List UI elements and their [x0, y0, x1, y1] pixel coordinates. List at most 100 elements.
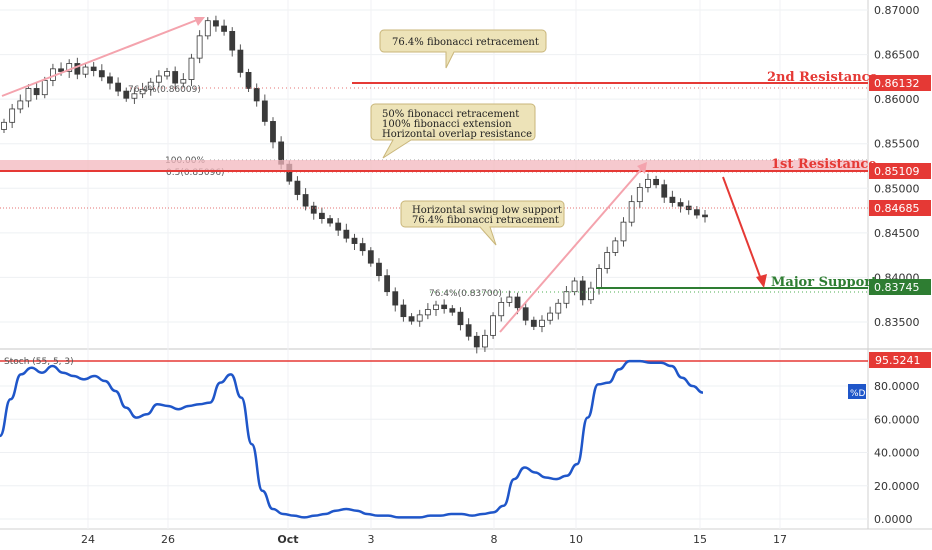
candle-body [155, 75, 162, 83]
candle-body [131, 93, 138, 99]
time-tick-label: 15 [693, 533, 707, 546]
candle-body [433, 304, 439, 310]
time-tick-label: 10 [569, 533, 583, 546]
candle-body [221, 25, 227, 32]
candle-body [506, 296, 513, 303]
projection-arrow [722, 176, 767, 288]
candle-body [416, 314, 423, 322]
candle-body [9, 108, 16, 123]
fib-label-c: 0.5(0.85096) [166, 168, 225, 178]
candle-body [490, 315, 496, 336]
candle-body [498, 301, 505, 317]
stoch-pane[interactable] [0, 351, 868, 529]
price-tick-label: 0.83500 [874, 316, 920, 329]
candle-body [115, 82, 122, 92]
time-tick-label: 24 [81, 533, 95, 546]
annotation-swing-low: Horizontal swing low support 76.4% fibon… [400, 200, 565, 246]
candle-body [17, 100, 24, 110]
candles [1, 15, 708, 354]
candle-body [33, 88, 40, 96]
stoch-axis[interactable]: 80.0000 60.0000 40.0000 20.0000 0.0000 [874, 380, 920, 526]
candle-body [604, 252, 611, 269]
major-support-label: Major Support [771, 275, 877, 290]
candle-body [693, 209, 700, 216]
candle-body [245, 72, 252, 89]
candle-body [587, 287, 594, 301]
candle-body [335, 222, 342, 231]
candle-body [563, 291, 570, 304]
candle-body [547, 312, 554, 321]
time-tick-label: 3 [368, 533, 375, 546]
candle-body [384, 275, 391, 293]
candle-body [530, 319, 537, 327]
trend-arrow-up-right [499, 162, 647, 333]
svg-text:0.84685: 0.84685 [874, 202, 920, 215]
candle-body [82, 66, 89, 75]
candle-body [400, 304, 407, 318]
candle-body [139, 88, 146, 95]
price-tick-label: 0.85000 [874, 182, 920, 195]
fib-label-d: 76.4%(0.83700) [429, 289, 502, 299]
candle-body [253, 88, 260, 102]
candle-body [424, 309, 431, 316]
candle-body [196, 35, 203, 59]
candle-body [514, 296, 521, 309]
candle-body [457, 311, 464, 326]
candle-body [636, 186, 643, 203]
candle-body [465, 324, 472, 337]
candle-body [628, 201, 635, 223]
candle-body [261, 100, 268, 122]
price-tick-label: 0.87000 [874, 4, 920, 17]
candle-body [302, 194, 309, 207]
candle-body [685, 205, 692, 211]
stoch-series-badge[interactable]: %D [848, 384, 866, 399]
svg-text:76.4% fibonacci retracement: 76.4% fibonacci retracement [392, 37, 539, 48]
candle-body [213, 20, 219, 27]
candle-body [571, 280, 578, 293]
candle-body [555, 302, 562, 314]
stoch-tick-label: 40.0000 [874, 447, 920, 460]
svg-text:Horizontal overlap resistance: Horizontal overlap resistance [382, 129, 532, 140]
candle-body [58, 68, 64, 72]
candle-body [41, 80, 48, 96]
annotation-resistance: 50% fibonacci retracement 100% fibonacci… [370, 103, 536, 159]
candle-body [318, 212, 325, 219]
candle-body [327, 218, 333, 224]
svg-text:100% fibonacci extension: 100% fibonacci extension [382, 119, 512, 130]
stoch-d-line [0, 359, 704, 519]
candle-body [702, 214, 708, 218]
candle-body [596, 268, 602, 289]
time-tick-label: Oct [277, 533, 298, 546]
candle-body [74, 63, 81, 75]
time-tick-label: 26 [161, 533, 175, 546]
candle-body [620, 221, 627, 242]
candle-body [66, 63, 73, 72]
candle-body [441, 304, 448, 310]
candle-body [343, 229, 350, 239]
second-resistance-tag: 0.86132 [869, 75, 931, 91]
svg-text:%D: %D [850, 389, 866, 399]
stoch-tick-label: 20.0000 [874, 480, 920, 493]
candle-body [669, 196, 676, 203]
candle-body [25, 88, 32, 102]
candle-body [482, 334, 488, 348]
candle-body [359, 243, 366, 252]
candle-body [188, 57, 195, 80]
candle-body [351, 237, 358, 244]
svg-text:0.86132: 0.86132 [874, 77, 920, 90]
candle-body [310, 205, 317, 214]
candle-body [98, 70, 105, 78]
candle-body [473, 335, 480, 348]
candle-body [539, 319, 545, 327]
price-tick-label: 0.86500 [874, 49, 920, 62]
stoch-level-tag: 95.5241 [869, 352, 931, 368]
first-resistance-tag: 0.85109 [869, 163, 931, 179]
fib-label-a: 76.4%(0.86009) [128, 85, 201, 95]
candle-body [229, 30, 236, 51]
candle-body [522, 307, 529, 321]
stoch-tick-label: 80.0000 [874, 380, 920, 393]
svg-text:0.83745: 0.83745 [874, 281, 920, 294]
time-axis[interactable]: 24 26 Oct 3 8 10 15 17 [81, 533, 787, 546]
